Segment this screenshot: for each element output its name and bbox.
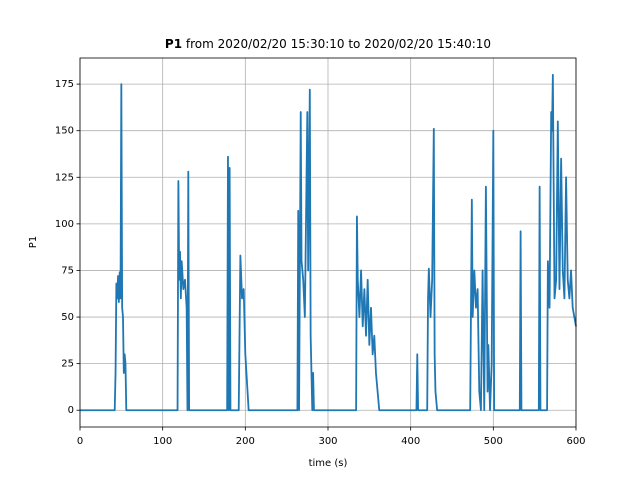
- title-text: from 2020/02/20 15:30:10 to 2020/02/20 1…: [186, 37, 491, 51]
- y-tick-label: 0: [68, 405, 74, 416]
- x-axis-label: time (s): [309, 458, 348, 469]
- y-tick-label: 150: [55, 126, 74, 137]
- y-tick-label: 125: [55, 172, 74, 183]
- y-tick-label: 75: [61, 265, 74, 276]
- y-axis-label: P1: [28, 236, 39, 248]
- y-tick-label: 25: [61, 359, 74, 370]
- x-tick-label: 600: [566, 436, 585, 447]
- plot-frame: [79, 57, 577, 428]
- y-tick-label: 50: [61, 312, 74, 323]
- data-line: [80, 73, 577, 412]
- x-tick-label: 300: [318, 436, 337, 447]
- title-bold: P1: [165, 37, 182, 51]
- x-tick-label: 500: [484, 436, 503, 447]
- y-tick-label: 100: [55, 219, 74, 230]
- x-tick-label: 100: [153, 436, 172, 447]
- chart-title: P1 from 2020/02/20 15:30:10 to 2020/02/2…: [165, 37, 491, 51]
- x-tick-label: 0: [77, 436, 83, 447]
- x-tick-label: 200: [236, 436, 255, 447]
- x-tick-label: 400: [401, 436, 420, 447]
- y-tick-label: 175: [55, 79, 74, 90]
